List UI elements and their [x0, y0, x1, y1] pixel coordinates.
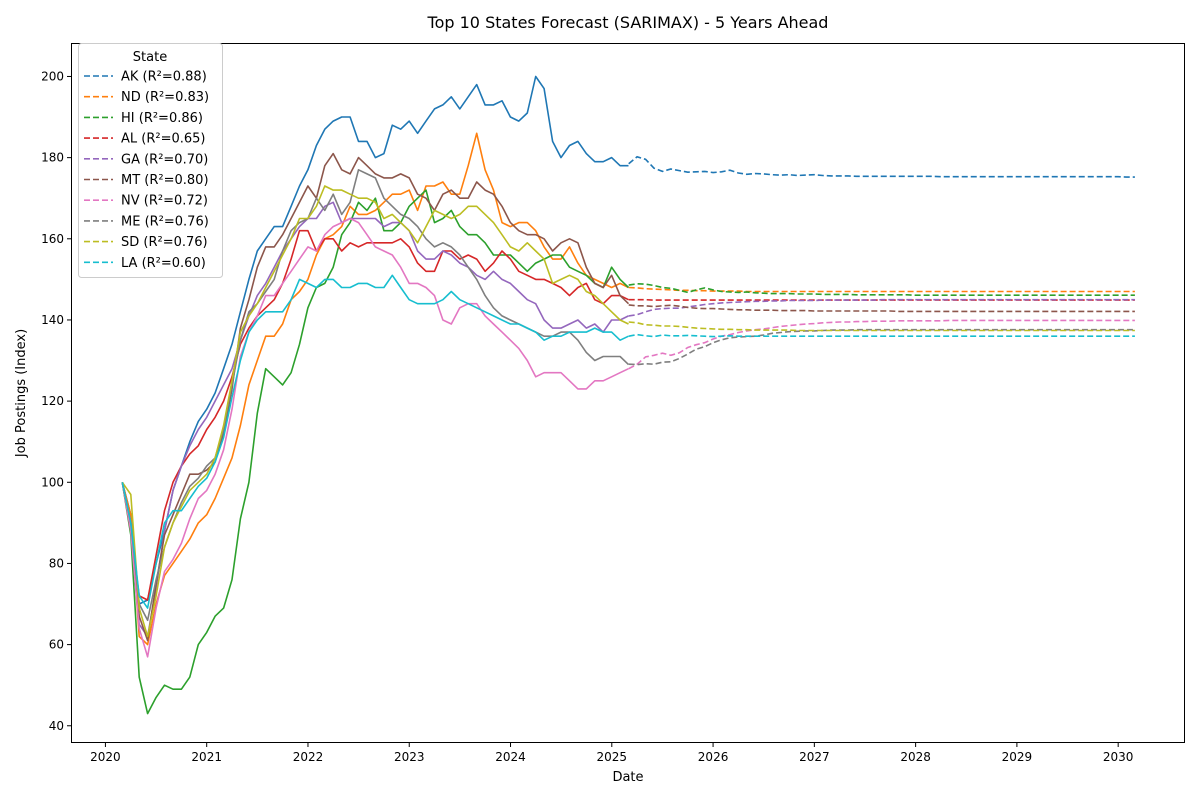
x-tick-label: 2030: [1103, 750, 1134, 764]
y-tick-label: 80: [49, 556, 64, 570]
x-tick-label: 2021: [191, 750, 222, 764]
series-ga-forecast-line: [628, 298, 1135, 317]
y-tick-label: 60: [49, 638, 64, 652]
y-tick-label: 160: [41, 232, 64, 246]
legend-label-hi: HI (R²=0.86): [121, 111, 203, 126]
x-tick-label: 2023: [394, 750, 425, 764]
legend: State AK (R²=0.88) ND (R²=0.83) HI (R²=0.8…: [78, 43, 223, 278]
y-tick-label: 40: [49, 719, 64, 733]
y-tick-label: 200: [41, 69, 64, 83]
legend-label-nv: NV (R²=0.72): [121, 194, 208, 209]
y-tick-label: 180: [41, 151, 64, 165]
y-axis: 40 60 80 100 120 140 160 180 200: [41, 69, 72, 733]
series-la-history-line: [121, 274, 629, 609]
x-tick-label: 2029: [1002, 750, 1033, 764]
series-me-forecast-line: [628, 328, 1135, 366]
x-axis: 2020 2021 2022 2023 2024 2025 2026 2027 2028 2029…: [90, 742, 1133, 764]
x-tick-label: 2020: [90, 750, 121, 764]
x-tick-label: 2027: [799, 750, 830, 764]
x-tick-label: 2022: [293, 750, 324, 764]
series-nv-history-line: [121, 217, 629, 658]
x-tick-label: 2025: [597, 750, 628, 764]
legend-label-la: LA (R²=0.60): [121, 256, 206, 271]
series-al-history-line: [121, 229, 629, 601]
series-mt-forecast-line: [628, 304, 1135, 313]
series-hi-forecast-line: [628, 282, 1135, 297]
series-sd-forecast-line: [628, 321, 1135, 332]
legend-label-me: ME (R²=0.76): [121, 214, 209, 229]
series-ak-forecast-line: [628, 155, 1135, 178]
x-axis-label: Date: [612, 770, 643, 785]
x-tick-label: 2024: [495, 750, 526, 764]
legend-box: [78, 43, 223, 278]
x-tick-label: 2028: [900, 750, 931, 764]
y-tick-label: 100: [41, 475, 64, 489]
y-tick-label: 140: [41, 313, 64, 327]
legend-title: State: [133, 50, 167, 65]
legend-label-al: AL (R²=0.65): [121, 132, 206, 147]
series-sd-history-line: [121, 185, 629, 638]
series-me-history-line: [121, 169, 630, 622]
series-ga-history-line: [121, 201, 629, 638]
series-nd-forecast-line: [628, 286, 1135, 293]
legend-label-mt: MT (R²=0.80): [121, 173, 209, 188]
series-ak-history-line: [121, 75, 629, 605]
legend-label-ga: GA (R²=0.70): [121, 152, 208, 167]
series-nd-history-line: [121, 132, 629, 646]
series-nv-forecast-line: [628, 319, 1135, 370]
legend-label-nd: ND (R²=0.83): [121, 90, 209, 105]
y-axis-label: Job Postings (Index): [14, 329, 29, 458]
plot-area: [121, 75, 1135, 715]
series-mt-history-line: [121, 152, 630, 642]
y-tick-label: 120: [41, 394, 64, 408]
series-la-forecast-line: [628, 333, 1135, 338]
legend-label-sd: SD (R²=0.76): [121, 235, 208, 250]
legend-label-ak: AK (R²=0.88): [121, 70, 207, 85]
chart-title: Top 10 States Forecast (SARIMAX) - 5 Yea…: [427, 13, 829, 32]
x-tick-label: 2026: [698, 750, 729, 764]
plot-frame: [71, 43, 1185, 743]
